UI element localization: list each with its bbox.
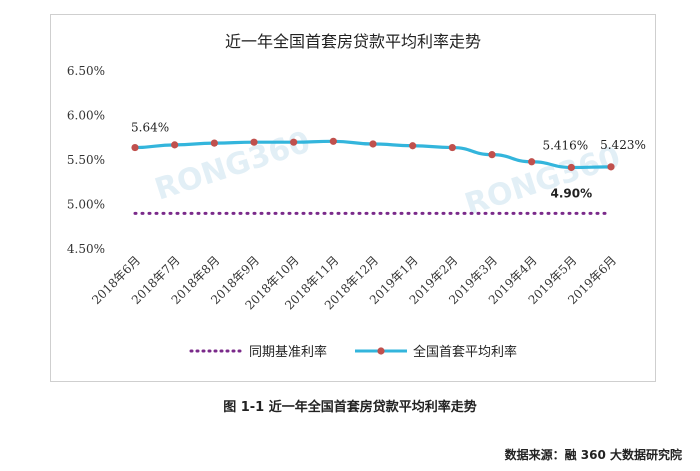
chart-frame: 近一年全国首套房贷款平均利率走势 RONG360 RONG360 4.50% 5.0… [50, 14, 656, 382]
data-label: 5.423% [600, 138, 646, 152]
data-point [488, 151, 496, 159]
data-point [607, 163, 615, 171]
data-point [409, 142, 417, 150]
data-label: 5.416% [542, 138, 588, 152]
data-point [171, 141, 179, 149]
data-label: 5.64% [131, 121, 169, 135]
legend: 同期基准利率 全国首套平均利率 [189, 344, 517, 360]
legend-label-national-avg-rate: 全国首套平均利率 [413, 344, 517, 360]
y-tick-label: 4.50% [67, 242, 105, 256]
data-point [329, 137, 337, 145]
data-point [528, 158, 536, 166]
y-tick-label: 6.00% [67, 109, 105, 123]
legend-label-benchmark-rate: 同期基准利率 [249, 344, 327, 360]
data-point [131, 143, 139, 152]
y-tick-label: 5.50% [67, 153, 105, 167]
data-label: 4.90% [551, 186, 593, 200]
y-tick-label: 6.50% [67, 64, 105, 78]
data-point [567, 163, 575, 172]
data-point [210, 139, 218, 147]
data-point [369, 140, 377, 148]
legend-marker [377, 347, 385, 355]
figure-caption: 图 1-1 近一年全国首套房贷款平均利率走势 [223, 400, 477, 415]
data-point [250, 138, 258, 146]
data-point [290, 138, 298, 146]
y-tick-label: 5.00% [67, 198, 105, 212]
data-point [448, 143, 456, 152]
chart-title: 近一年全国首套房贷款平均利率走势 [225, 32, 481, 51]
watermark-text: RONG360 [151, 125, 315, 208]
line-chart: 近一年全国首套房贷款平均利率走势 RONG360 RONG360 4.50%5.0… [67, 32, 646, 360]
data-source: 数据来源：融 360 大数据研究院 [504, 448, 682, 462]
